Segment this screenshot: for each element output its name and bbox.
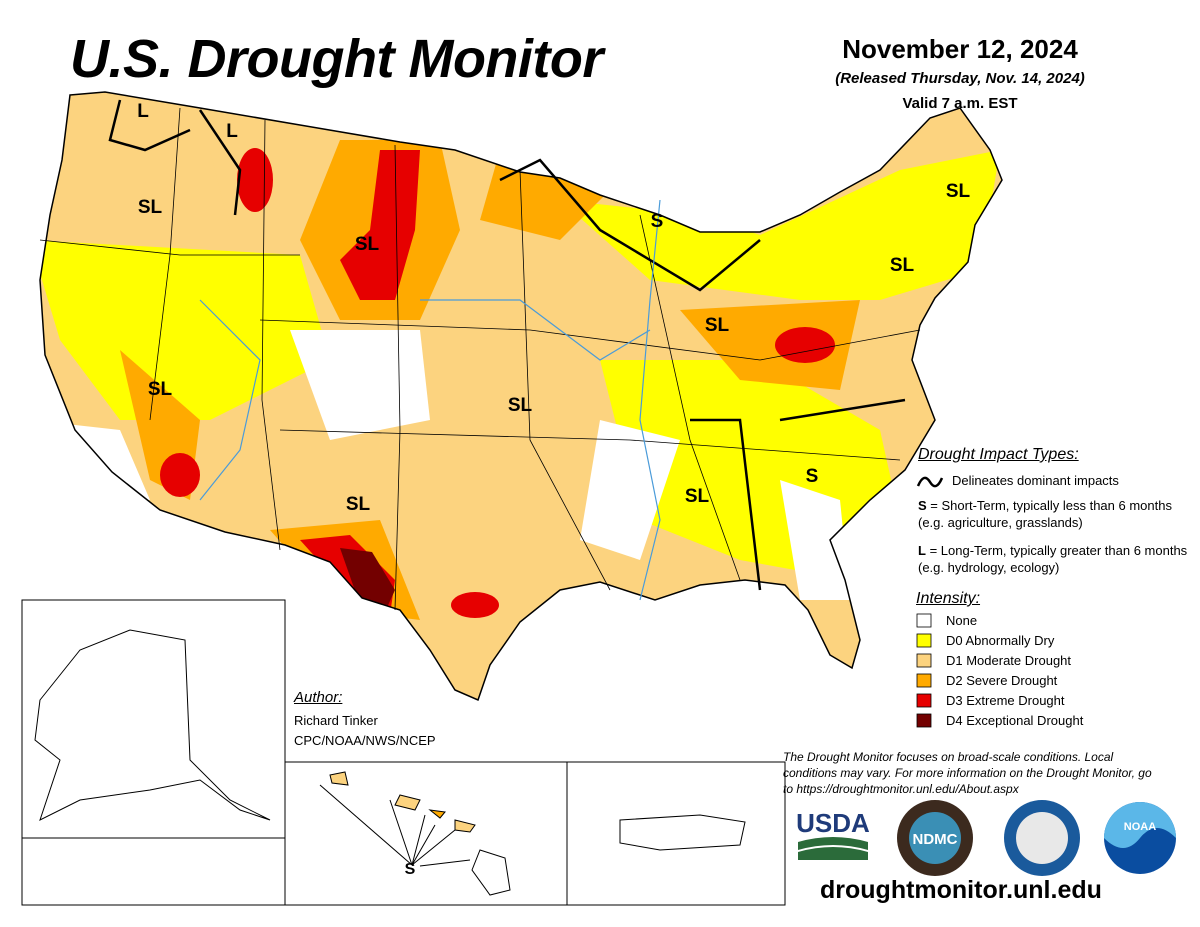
impact-line-symbol — [916, 476, 944, 488]
logos: USDA NDMC NOAA — [796, 800, 1176, 876]
author-org: CPC/NOAA/NWS/NCEP — [294, 733, 436, 748]
d3-area — [160, 453, 200, 497]
intensity-label: D3 Extreme Drought — [946, 693, 1065, 708]
d3-area — [237, 148, 273, 212]
intensity-swatch — [916, 673, 932, 688]
long-text: = Long-Term, typically greater than 6 mo… — [918, 543, 1188, 575]
intensity-label: D1 Moderate Drought — [946, 653, 1072, 668]
map-label: S — [405, 861, 416, 878]
map-label: S — [651, 211, 664, 232]
short-text: = Short-Term, typically less than 6 mont… — [918, 498, 1172, 530]
date: November 12, 2024 — [842, 34, 1078, 64]
map-label: SL — [355, 234, 380, 255]
title: U.S. Drought Monitor — [70, 29, 603, 89]
usda-text: USDA — [796, 808, 870, 838]
impact-lines — [108, 99, 906, 591]
intensity-heading: Intensity: — [916, 590, 981, 607]
intensity-label: None — [946, 613, 978, 628]
long-term: L = Long-Term, typically greater than 6 … — [918, 542, 1193, 576]
intensity-swatches — [916, 613, 932, 728]
d3-area — [451, 592, 499, 618]
valid: Valid 7 a.m. EST — [902, 95, 1018, 112]
none-area — [290, 330, 430, 440]
intensity-label: D4 Exceptional Drought — [946, 713, 1084, 728]
d3-area — [340, 150, 420, 300]
short-key: S — [918, 498, 927, 513]
state-lines — [39, 107, 921, 611]
long-key: L — [918, 543, 926, 558]
map-label: L — [137, 101, 149, 122]
map-label: S — [806, 466, 819, 487]
insets — [21, 599, 786, 906]
author-heading: Author: — [294, 689, 343, 706]
map-label: SL — [705, 315, 730, 336]
intensity-swatch — [916, 653, 932, 668]
d0-area — [40, 240, 330, 420]
url: droughtmonitor.unl.edu — [820, 876, 1102, 904]
map-label: SL — [890, 255, 915, 276]
intensity-swatch — [916, 713, 932, 728]
d0-area — [560, 150, 1000, 300]
map-label: SL — [685, 486, 710, 507]
short-term: S = Short-Term, typically less than 6 mo… — [918, 497, 1193, 531]
map-label: SL — [508, 395, 533, 416]
intensity-label: D0 Abnormally Dry — [946, 633, 1055, 648]
ndmc-text: NDMC — [913, 831, 958, 848]
impact-line-text: Delineates dominant impacts — [952, 473, 1119, 488]
impact-heading: Drought Impact Types: — [918, 446, 1079, 463]
d3-area — [775, 327, 835, 363]
none-area — [780, 480, 850, 600]
note: The Drought Monitor focuses on broad-sca… — [783, 750, 1152, 796]
intensity-swatch — [916, 613, 932, 628]
rivers — [199, 199, 661, 601]
intensity-label: D2 Severe Drought — [946, 673, 1058, 688]
d4-area — [340, 548, 395, 612]
map-label: L — [226, 121, 238, 142]
none-area — [580, 420, 680, 560]
noaa-text: NOAA — [1124, 821, 1156, 833]
intensity-swatch — [916, 693, 932, 708]
released: (Released Thursday, Nov. 14, 2024) — [835, 70, 1085, 87]
author-name: Richard Tinker — [294, 713, 378, 728]
map-label: SL — [346, 494, 371, 515]
map-label: SL — [946, 181, 971, 202]
map-label: SL — [148, 379, 173, 400]
intensity-swatch — [916, 633, 932, 648]
d1-area — [60, 150, 230, 230]
d2-area — [680, 300, 860, 390]
map-label: SL — [138, 197, 163, 218]
